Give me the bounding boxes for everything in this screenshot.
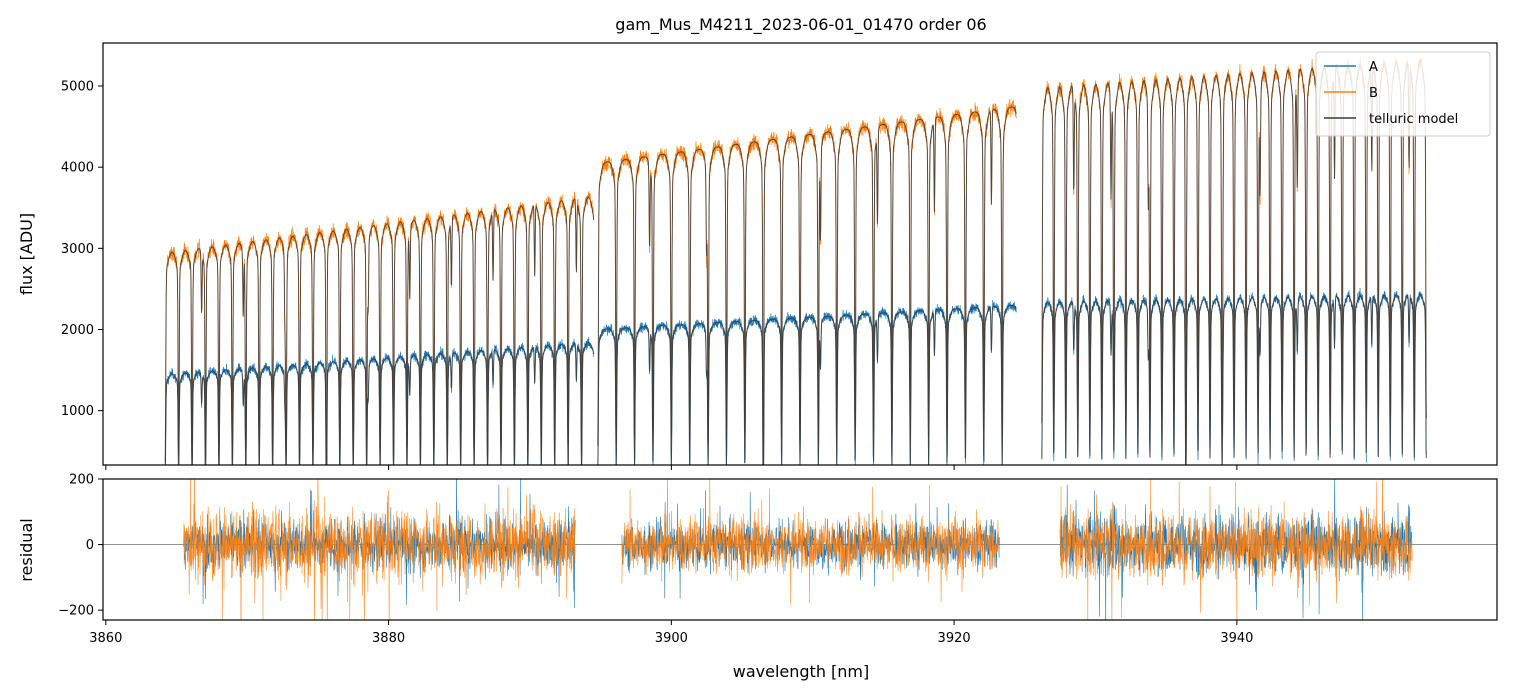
legend-label: B	[1369, 86, 1378, 101]
flux-y-ticks: 1000 2000 3000 4000 5000	[61, 80, 103, 419]
residual-y-label: residual	[17, 518, 36, 581]
x-tick-label: 3860	[89, 631, 122, 646]
flux-y-tick-label: 4000	[61, 161, 94, 176]
series-B-residual	[183, 479, 1413, 620]
flux-y-tick-label: 3000	[61, 242, 94, 257]
x-tick-label: 3900	[655, 631, 688, 646]
flux-axes-frame	[102, 42, 1498, 466]
legend-label: telluric model	[1369, 112, 1458, 127]
residual-panel: −200 0 200 3860 3880 3900 3920 3940 residual w…	[17, 473, 1498, 681]
flux-x-ticks	[105, 465, 1238, 470]
chart-title: gam_Mus_M4211_2023-06-01_01470 order 06	[615, 15, 986, 35]
residual-y-tick-label: 0	[86, 538, 94, 553]
legend-box	[1315, 51, 1491, 137]
residual-y-tick-label: −200	[58, 604, 94, 619]
flux-y-tick-label: 2000	[61, 323, 94, 338]
residual-plot-area	[103, 479, 1497, 620]
residual-y-ticks: −200 0 200	[58, 473, 103, 619]
flux-y-tick-label: 5000	[61, 80, 94, 95]
x-axis-label: wavelength [nm]	[733, 662, 870, 681]
x-tick-label: 3920	[938, 631, 971, 646]
x-tick-label: 3880	[372, 631, 405, 646]
flux-y-tick-label: 1000	[61, 404, 94, 419]
flux-plot-area	[164, 56, 1427, 465]
residual-y-tick-label: 200	[69, 473, 94, 488]
residual-axes-frame	[102, 478, 1498, 621]
legend-label: A	[1369, 60, 1378, 75]
telluric-model-B	[164, 59, 1427, 465]
flux-panel: 1000 2000 3000 4000 5000 flux [ADU] ABtellur…	[17, 42, 1498, 470]
x-tick-label: 3940	[1220, 631, 1253, 646]
flux-y-label: flux [ADU]	[17, 213, 36, 295]
residual-x-ticks: 3860 3880 3900 3920 3940	[89, 620, 1253, 646]
